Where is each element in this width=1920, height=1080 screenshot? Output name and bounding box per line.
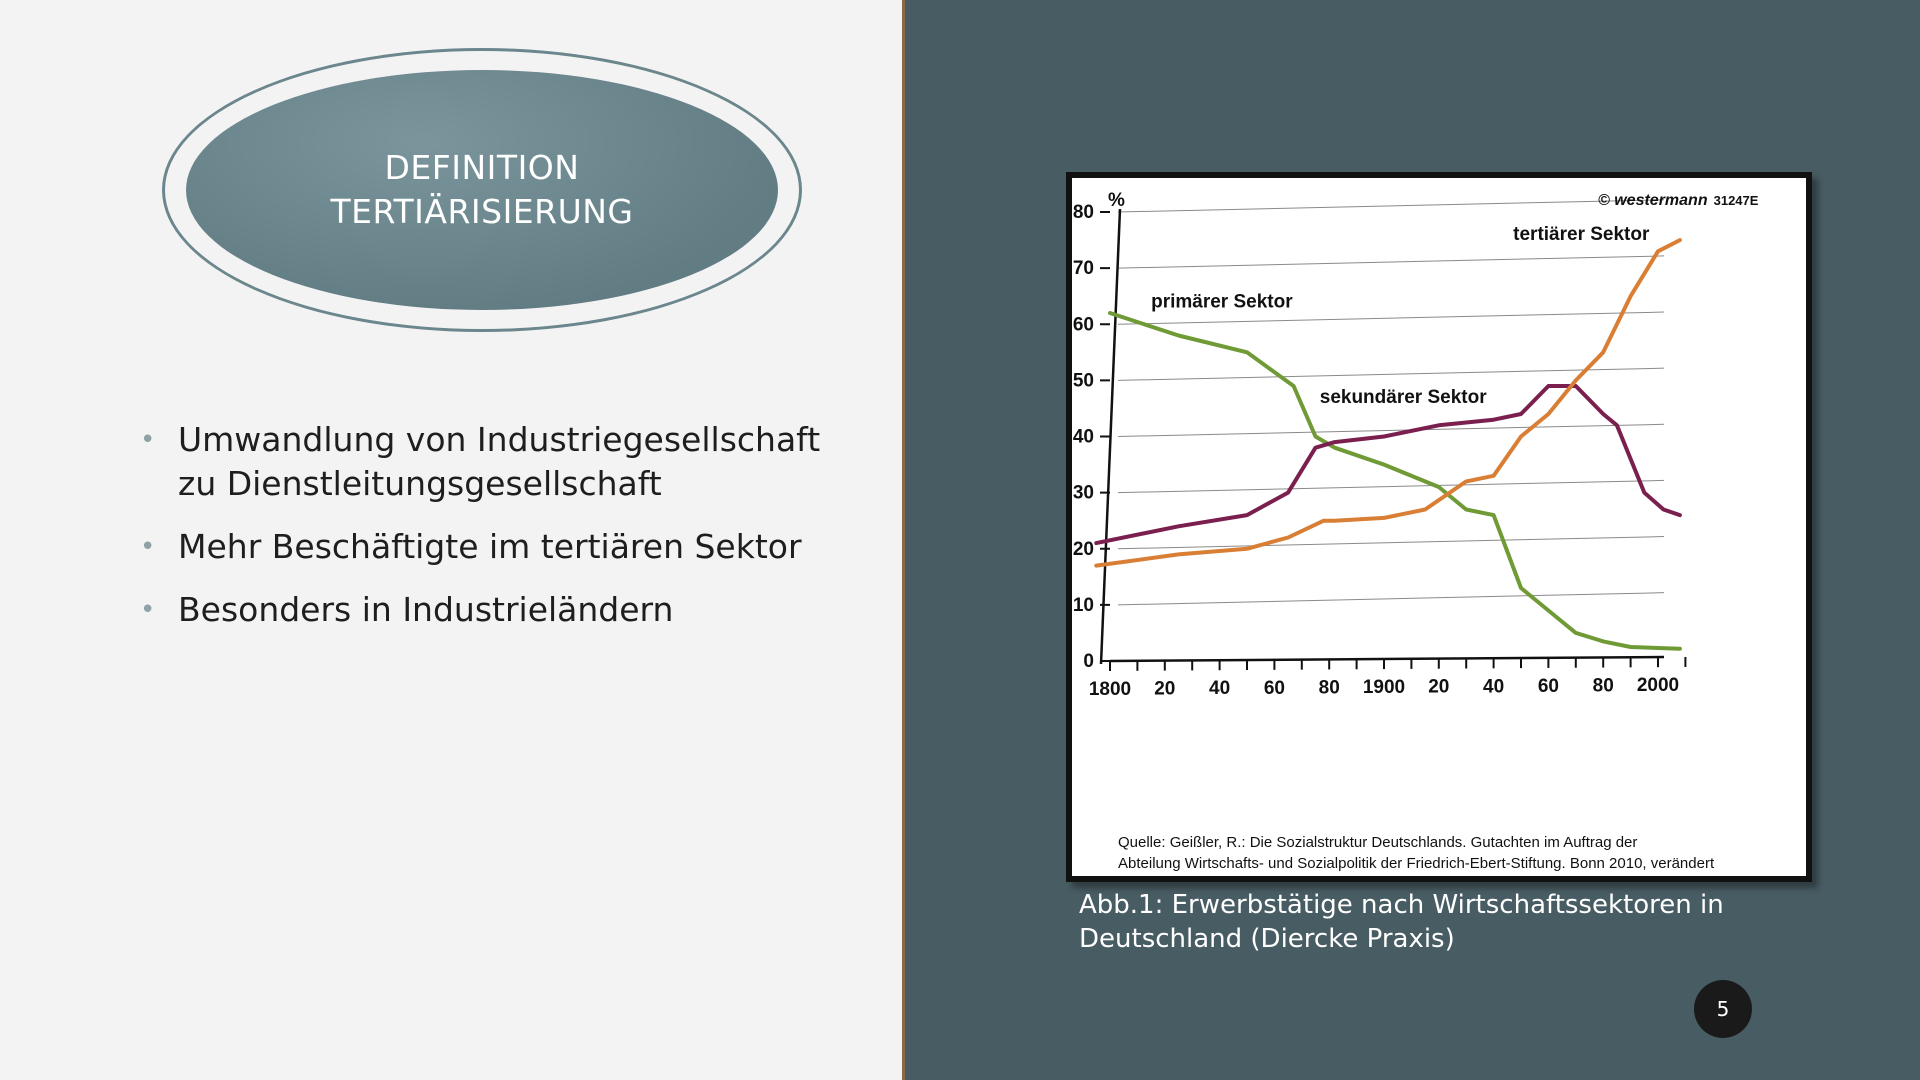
y-tick-label: 30 [1073,483,1094,504]
y-axis-line [1099,208,1122,665]
y-tick-label: 40 [1073,427,1094,448]
copyright-text: © westermann 31247E [1598,192,1759,209]
series-label: tertiärer Sektor [1513,224,1650,245]
y-tick-label: 0 [1083,651,1094,672]
grid-line [1117,592,1665,606]
y-axis-label: % [1108,190,1125,211]
bullet-item: Besonders in Industrieländern [140,588,860,632]
x-tick-label: 80 [1593,676,1614,697]
bullet-item: Mehr Beschäftigte im tertiären Sektor [140,525,860,569]
copyright-label: © westermann [1598,192,1708,209]
x-tick-label: 40 [1209,678,1230,699]
grid-line [1117,199,1665,213]
y-tick-label: 70 [1073,258,1094,279]
x-tick-label: 40 [1483,676,1504,697]
y-tick-label: 80 [1073,202,1094,223]
copyright-code: 31247E [1714,193,1759,208]
series-label: sekundärer Sektor [1320,387,1487,408]
x-tick-label: 20 [1428,677,1449,698]
grid-line [1117,367,1665,381]
grid-line [1117,536,1665,550]
sector-chart: 0 10 20 30 40 50 60 70 80 1800 20 40 60 80 1900 20 40 60 8… [1073,190,1759,872]
source-line-2: Abteilung Wirtschafts- und Sozialpolitik… [1118,855,1715,872]
series-label: primärer Sektor [1151,291,1293,312]
source-line-1: Quelle: Geißler, R.: Die Sozialstruktur … [1118,834,1637,851]
x-tick-label: 2000 [1637,675,1679,696]
chart-figure: 0 10 20 30 40 50 60 70 80 1800 20 40 60 80 1900 20 40 60 8… [1066,172,1812,882]
series-line [1108,311,1682,651]
title-line-1: DEFINITION [384,148,580,187]
x-axis-line [1109,655,1665,663]
y-tick-label: 50 [1073,370,1094,391]
x-tick-label: 1900 [1363,677,1405,698]
grid-line [1117,311,1665,325]
bullet-item: Umwandlung von Industriegesellschaft zu … [140,418,860,506]
title-line-2: TERTIÄRISIERUNG [330,192,634,231]
grid-line [1117,423,1665,437]
left-panel: DEFINITION TERTIÄRISIERUNG Umwandlung vo… [0,0,902,1080]
grid-layer [1117,199,1665,606]
y-tick-label: 10 [1073,595,1094,616]
label-layer: primärer Sektor sekundärer Sektor tertiäre… [1151,224,1650,408]
y-tick-label: 20 [1073,539,1094,560]
x-tick-label: 60 [1264,678,1285,699]
x-tick-label: 20 [1154,679,1175,700]
y-tick-label: 60 [1073,314,1094,335]
series-line [1094,238,1682,568]
page-title: DEFINITION TERTIÄRISIERUNG [186,70,778,310]
series-layer [1094,238,1682,651]
series-line [1094,384,1682,546]
axis-layer: 0 10 20 30 40 50 60 70 80 1800 20 40 60 80 1900 20 40 60 8… [1073,202,1687,700]
x-tick-label: 60 [1538,676,1559,697]
x-tick-label: 80 [1319,677,1340,698]
bullet-list: Umwandlung von Industriegesellschaft zu … [140,418,860,651]
grid-line [1117,479,1665,494]
grid-line [1117,255,1665,269]
page-number-badge: 5 [1694,980,1752,1038]
figure-caption: Abb.1: Erwerbstätige nach Wirtschaftssek… [1079,890,1724,954]
x-tick-label: 1800 [1089,679,1131,700]
title-ring [162,48,802,332]
